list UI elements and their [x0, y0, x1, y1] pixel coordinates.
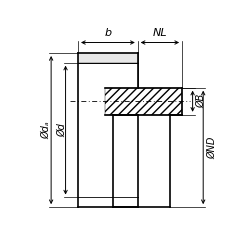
Bar: [105, 88, 182, 115]
Bar: [78, 53, 138, 63]
Bar: [113, 115, 170, 207]
Text: ØND: ØND: [207, 136, 217, 158]
Text: Ødₐ: Ødₐ: [41, 121, 51, 139]
Bar: [78, 53, 138, 207]
Text: ØB: ØB: [196, 94, 206, 108]
Bar: [105, 88, 182, 115]
Text: b: b: [104, 28, 112, 38]
Text: Ød: Ød: [57, 123, 67, 137]
Text: NL: NL: [152, 28, 167, 38]
